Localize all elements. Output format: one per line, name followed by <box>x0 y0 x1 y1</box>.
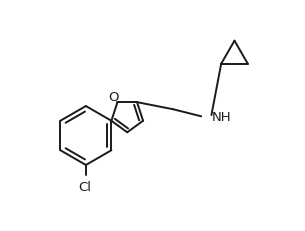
Text: Cl: Cl <box>78 180 91 193</box>
Text: O: O <box>109 91 119 104</box>
Text: NH: NH <box>211 110 231 123</box>
